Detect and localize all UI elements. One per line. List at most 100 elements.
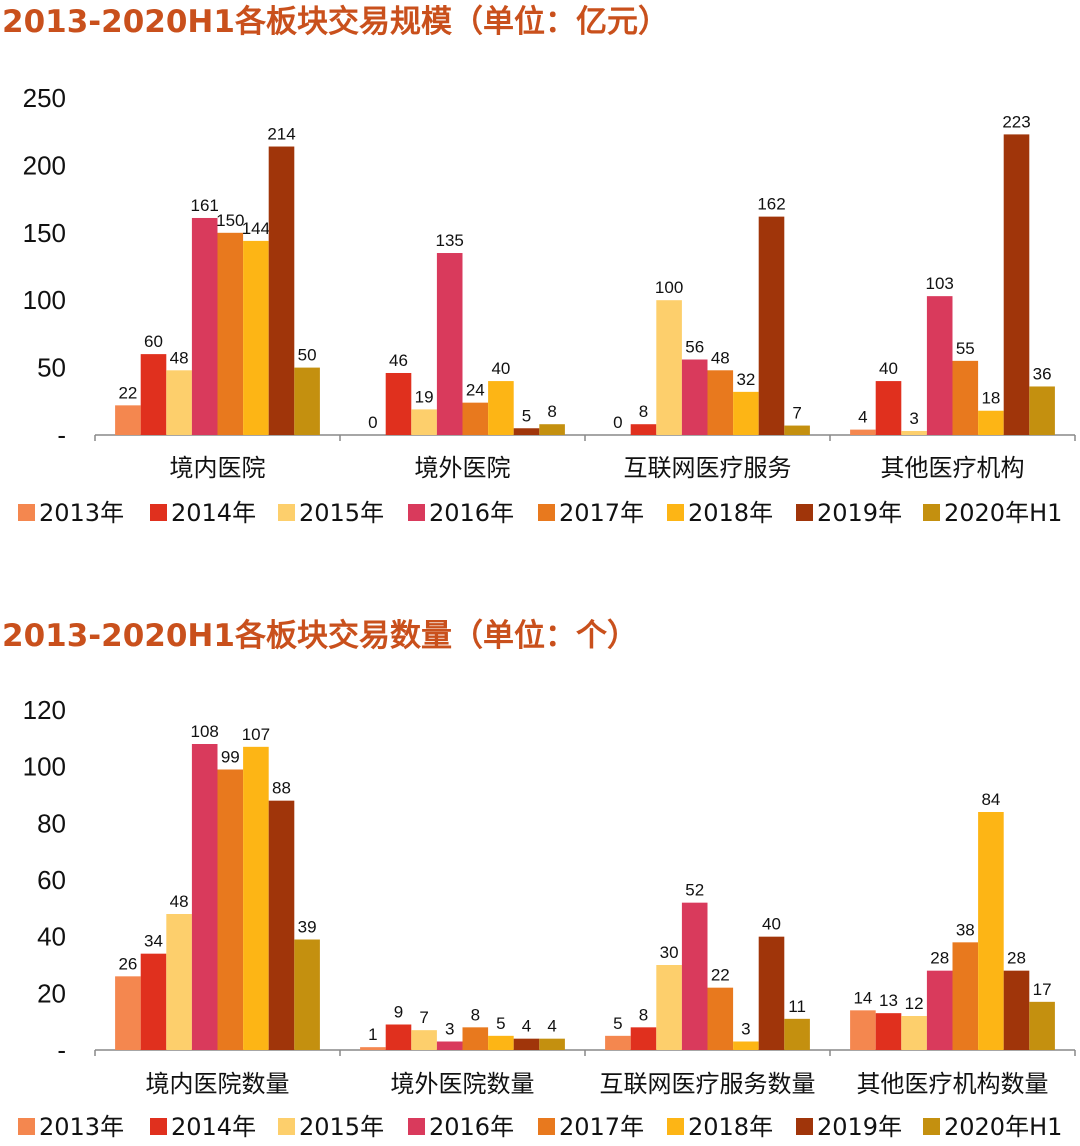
bar-2018年-境内医院数量 — [243, 746, 269, 1050]
legend-swatch — [796, 504, 813, 521]
bar-2013年-境内医院数量 — [115, 976, 141, 1050]
bar-2014年-其他医疗机构数量 — [875, 1013, 902, 1050]
data-label: 108 — [191, 722, 219, 741]
bar-2016年-境外医院数量 — [436, 1041, 463, 1050]
legend-label: 2020年H1 — [944, 499, 1062, 527]
bar-2020年H1-互联网医疗服务 — [784, 425, 810, 435]
data-label: 162 — [757, 195, 785, 214]
data-label: 28 — [1007, 949, 1026, 968]
category-label: 其他医疗机构 — [881, 454, 1025, 482]
bar-2015年-境内医院 — [166, 370, 192, 435]
bar-2017年-境内医院 — [217, 232, 244, 435]
data-label: 8 — [639, 402, 648, 421]
bar-2014年-互联网医疗服务数量 — [630, 1027, 657, 1050]
data-label: 8 — [639, 1005, 648, 1024]
category-label: 互联网医疗服务 — [624, 454, 792, 482]
legend-swatch — [923, 1118, 940, 1135]
data-label: 214 — [267, 125, 295, 144]
data-label: 9 — [394, 1003, 403, 1022]
data-label: 55 — [956, 339, 975, 358]
bar-2018年-其他医疗机构数量 — [978, 812, 1004, 1050]
data-label: 52 — [685, 881, 704, 900]
bar-2019年-其他医疗机构数量 — [1003, 970, 1030, 1050]
data-label: 4 — [858, 408, 867, 427]
bar-2014年-其他医疗机构 — [875, 381, 902, 435]
data-label: 22 — [711, 966, 730, 985]
category-label: 互联网医疗服务数量 — [600, 1070, 816, 1098]
bar-2014年-境外医院 — [385, 372, 412, 435]
data-label: 17 — [1033, 980, 1052, 999]
legend-swatch — [278, 1118, 295, 1135]
legend-swatch — [538, 504, 555, 521]
bar-2020年H1-境内医院 — [294, 367, 320, 435]
legend-swatch — [796, 1118, 813, 1135]
chart-2: 2013-2020H1各板块交易数量（单位：个） - 20 40 60 80 100 120 境… — [2, 618, 1076, 1141]
data-label: 19 — [415, 387, 434, 406]
data-label: 4 — [522, 1017, 531, 1036]
category-label: 境外医院 — [415, 454, 511, 482]
legend-label: 2017年 — [559, 1113, 644, 1141]
data-label: 40 — [491, 359, 510, 378]
data-label: 13 — [879, 991, 898, 1010]
data-label: 99 — [221, 748, 240, 767]
y-tick-label: 200 — [23, 150, 66, 180]
bar-2015年-其他医疗机构数量 — [901, 1016, 927, 1050]
data-label: 18 — [981, 389, 1000, 408]
bar-2015年-互联网医疗服务数量 — [656, 965, 682, 1050]
legend-label: 2014年 — [171, 1113, 256, 1141]
bar-2017年-互联网医疗服务 — [707, 370, 734, 435]
bar-2015年-境外医院数量 — [411, 1030, 437, 1050]
data-label: 103 — [926, 274, 954, 293]
data-label: 8 — [471, 1005, 480, 1024]
data-label: 46 — [389, 351, 408, 370]
y-tick-label: 100 — [23, 285, 66, 315]
bar-2017年-其他医疗机构数量 — [952, 942, 979, 1050]
legend-label: 2018年 — [688, 499, 773, 527]
legend-label: 2017年 — [559, 499, 644, 527]
data-label: 135 — [436, 231, 464, 250]
data-label: 40 — [762, 915, 781, 934]
data-label: 28 — [930, 949, 949, 968]
data-label: 7 — [792, 404, 801, 423]
bar-2015年-境外医院 — [411, 409, 437, 435]
data-label: 32 — [736, 370, 755, 389]
bar-2014年-境内医院 — [140, 354, 167, 435]
y-tick-label: 100 — [23, 752, 66, 782]
category-label: 境内医院 — [170, 454, 266, 482]
data-label: 38 — [956, 920, 975, 939]
bar-2017年-境外医院 — [462, 402, 489, 435]
bar-2014年-境外医院数量 — [385, 1024, 412, 1050]
data-label: 161 — [191, 196, 219, 215]
data-label: 12 — [905, 994, 924, 1013]
bar-2018年-境外医院 — [488, 381, 514, 435]
legend-swatch — [278, 504, 295, 521]
bar-2014年-互联网医疗服务 — [630, 424, 657, 435]
bar-2018年-境内医院 — [243, 240, 269, 435]
legend-swatch — [150, 504, 167, 521]
bar-2015年-其他医疗机构 — [901, 430, 927, 435]
legend-label: 2014年 — [171, 499, 256, 527]
bar-2013年-境外医院数量 — [360, 1047, 386, 1050]
data-label: 150 — [216, 211, 244, 230]
data-label: 56 — [685, 338, 704, 357]
y-tick-label: - — [57, 420, 66, 450]
bar-2017年-境外医院数量 — [462, 1027, 489, 1050]
bar-2013年-境内医院 — [115, 405, 141, 435]
data-label: 5 — [522, 406, 531, 425]
data-label: 107 — [242, 725, 270, 744]
bar-2018年-互联网医疗服务 — [733, 391, 759, 435]
bar-2016年-其他医疗机构数量 — [926, 970, 953, 1050]
bar-2019年-其他医疗机构 — [1003, 134, 1030, 435]
category-label: 境外医院数量 — [391, 1070, 535, 1098]
data-label: 3 — [741, 1020, 750, 1039]
bar-2013年-互联网医疗服务数量 — [605, 1035, 631, 1050]
data-label: 60 — [144, 332, 163, 351]
bar-2015年-境内医院数量 — [166, 914, 192, 1050]
bar-2020年H1-境外医院数量 — [539, 1038, 565, 1050]
data-label: 1 — [368, 1025, 377, 1044]
bar-2016年-互联网医疗服务 — [681, 359, 708, 435]
legend-label: 2013年 — [39, 1113, 124, 1141]
data-label: 144 — [242, 219, 270, 238]
data-label: 3 — [445, 1020, 454, 1039]
